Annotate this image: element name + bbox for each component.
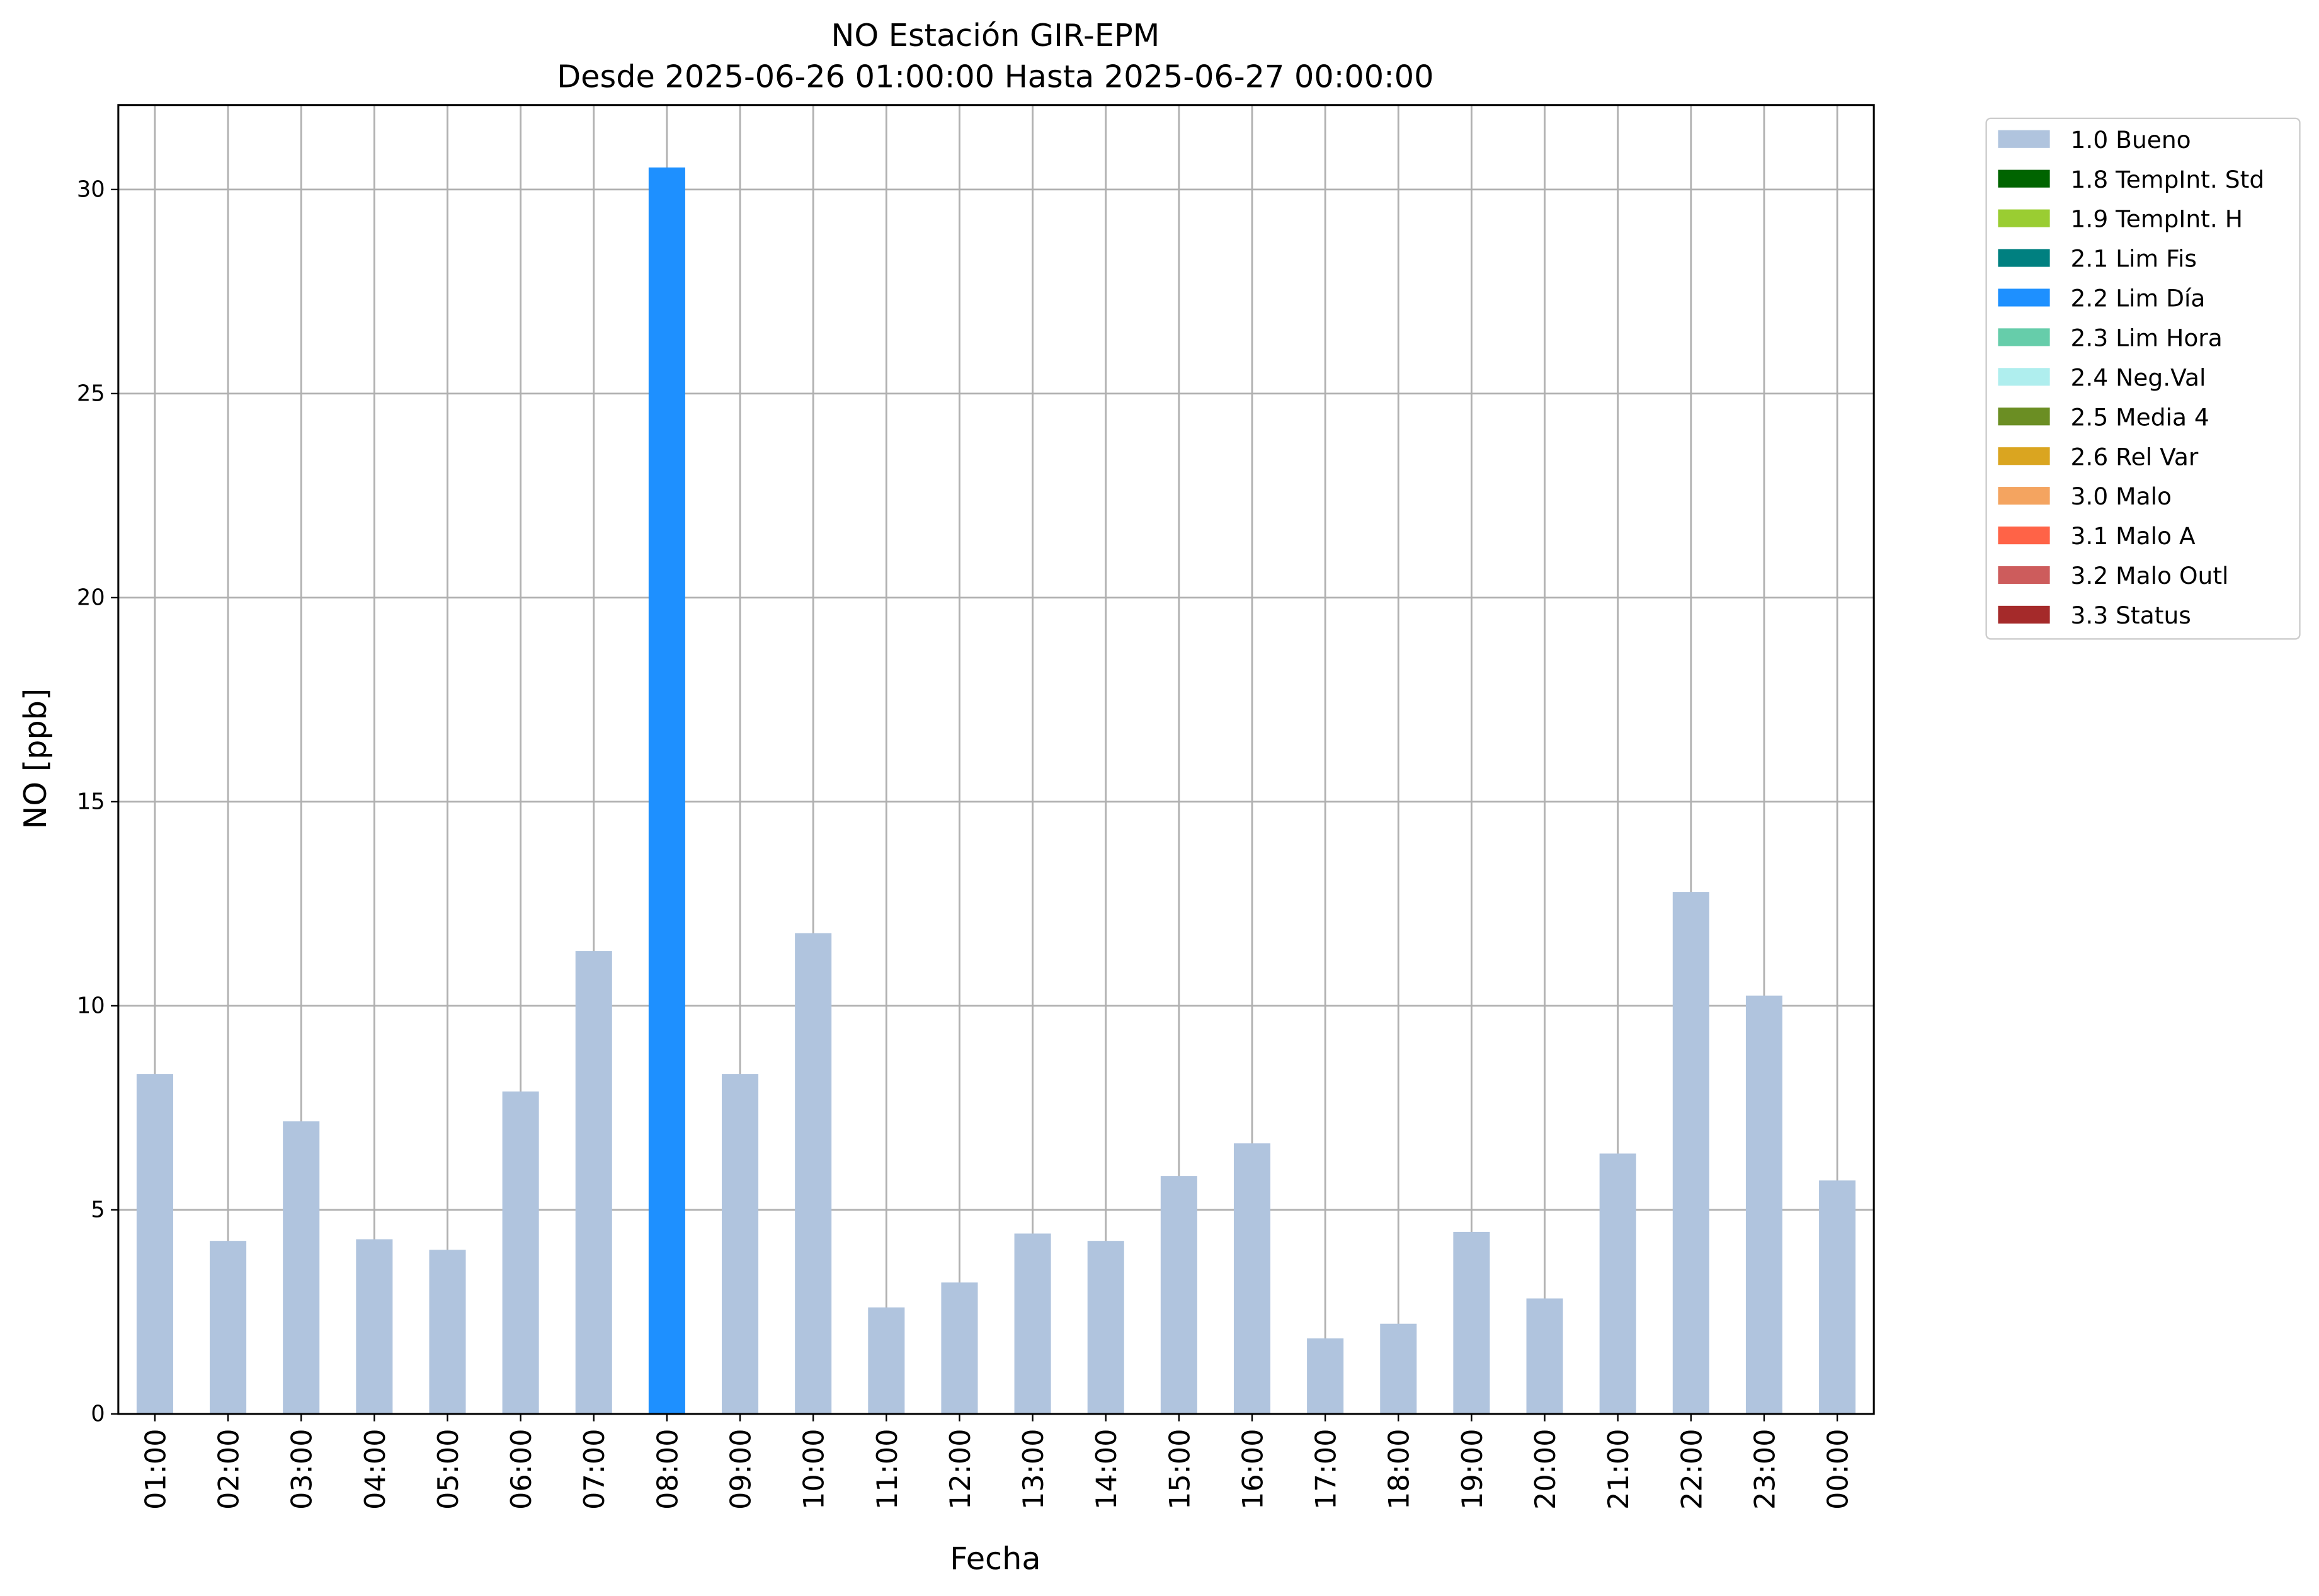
- bar: [136, 1074, 173, 1414]
- legend-swatch: [1998, 169, 2050, 188]
- x-tick-label: 18:00: [1383, 1428, 1416, 1510]
- plot-frame: [117, 104, 1875, 1415]
- legend-swatch: [1998, 249, 2050, 267]
- bar: [1380, 1323, 1417, 1414]
- legend-label: 2.4 Neg.Val: [2071, 363, 2206, 391]
- bar: [868, 1307, 905, 1414]
- legend-label: 1.0 Bueno: [2071, 126, 2191, 154]
- x-tick-label: 12:00: [944, 1428, 977, 1510]
- x-tick-label: 07:00: [578, 1428, 611, 1510]
- legend-swatch: [1998, 408, 2050, 426]
- x-tick-label: 00:00: [1822, 1428, 1855, 1510]
- legend-swatch: [1998, 447, 2050, 465]
- bar: [722, 1074, 759, 1414]
- x-tick-label: 21:00: [1602, 1428, 1635, 1510]
- bar: [575, 951, 612, 1414]
- bar: [1672, 892, 1709, 1414]
- bar: [1087, 1241, 1124, 1414]
- x-tick-label: 03:00: [286, 1428, 319, 1510]
- bar: [941, 1282, 978, 1414]
- legend-swatch: [1998, 209, 2050, 227]
- x-tick-label: 05:00: [432, 1428, 465, 1510]
- legend-box: [1985, 117, 2301, 640]
- legend-label: 2.5 Media 4: [2071, 403, 2209, 431]
- legend-label: 1.8 TempInt. Std: [2071, 166, 2265, 193]
- x-tick-label: 01:00: [139, 1428, 172, 1510]
- x-tick-label: 19:00: [1456, 1428, 1489, 1510]
- legend-swatch: [1998, 368, 2050, 386]
- legend-label: 3.2 Malo Outl: [2071, 562, 2229, 590]
- bar: [1745, 995, 1783, 1414]
- legend-swatch: [1998, 605, 2050, 624]
- bar: [648, 167, 685, 1414]
- y-tick-label: 10: [77, 993, 105, 1019]
- x-tick-label: 11:00: [871, 1428, 904, 1510]
- bar: [1453, 1231, 1490, 1414]
- legend-swatch: [1998, 526, 2050, 545]
- bar: [1526, 1298, 1563, 1414]
- legend-label: 2.2 Lim Día: [2071, 285, 2206, 312]
- legend-label: 2.1 Lim Fis: [2071, 245, 2197, 273]
- x-tick-label: 09:00: [724, 1428, 757, 1510]
- x-axis-label: Fecha: [950, 1540, 1041, 1576]
- x-tick-label: 14:00: [1090, 1428, 1123, 1510]
- bar: [1599, 1153, 1636, 1414]
- x-tick-label: 22:00: [1675, 1428, 1708, 1510]
- x-tick-label: 02:00: [213, 1428, 246, 1510]
- legend-label: 3.3 Status: [2071, 601, 2191, 629]
- x-tick-label: 04:00: [359, 1428, 392, 1510]
- bar: [1819, 1180, 1856, 1414]
- legend-swatch: [1998, 566, 2050, 584]
- legend-label: 2.6 Rel Var: [2071, 443, 2199, 470]
- legend-label: 1.9 TempInt. H: [2071, 205, 2243, 233]
- bar: [1307, 1338, 1344, 1414]
- bar: [1233, 1143, 1271, 1414]
- legend-swatch: [1998, 487, 2050, 505]
- bar: [795, 933, 832, 1414]
- y-axis-label: NO [ppb]: [17, 688, 54, 829]
- legend-swatch: [1998, 130, 2050, 148]
- y-tick-label: 30: [77, 177, 105, 203]
- bar: [1160, 1176, 1197, 1414]
- chart-title: NO Estación GIR-EPM: [831, 17, 1160, 54]
- legend-label: 3.0 Malo: [2071, 482, 2172, 510]
- bar: [356, 1239, 393, 1414]
- x-tick-label: 08:00: [651, 1428, 684, 1510]
- y-tick-label: 0: [91, 1401, 105, 1427]
- legend-label: 3.1 Malo A: [2071, 522, 2196, 550]
- chart-subtitle: Desde 2025-06-26 01:00:00 Hasta 2025-06-…: [557, 59, 1433, 95]
- legend-swatch: [1998, 288, 2050, 307]
- x-tick-label: 16:00: [1236, 1428, 1269, 1510]
- x-tick-label: 20:00: [1529, 1428, 1562, 1510]
- x-tick-label: 15:00: [1163, 1428, 1196, 1510]
- legend-swatch: [1998, 328, 2050, 346]
- x-tick-label: 06:00: [505, 1428, 538, 1510]
- x-tick-label: 17:00: [1310, 1428, 1343, 1510]
- y-tick-label: 5: [91, 1197, 105, 1223]
- y-tick-label: 20: [77, 585, 105, 611]
- y-tick-label: 25: [77, 381, 105, 407]
- y-tick-label: 15: [77, 789, 105, 815]
- bar: [502, 1091, 539, 1414]
- bar: [1014, 1233, 1051, 1414]
- bar: [429, 1250, 466, 1414]
- x-tick-label: 23:00: [1748, 1428, 1781, 1510]
- bar: [210, 1241, 247, 1414]
- x-tick-label: 10:00: [798, 1428, 831, 1510]
- legend-label: 2.3 Lim Hora: [2071, 324, 2223, 352]
- bar: [283, 1121, 320, 1414]
- x-tick-label: 13:00: [1017, 1428, 1050, 1510]
